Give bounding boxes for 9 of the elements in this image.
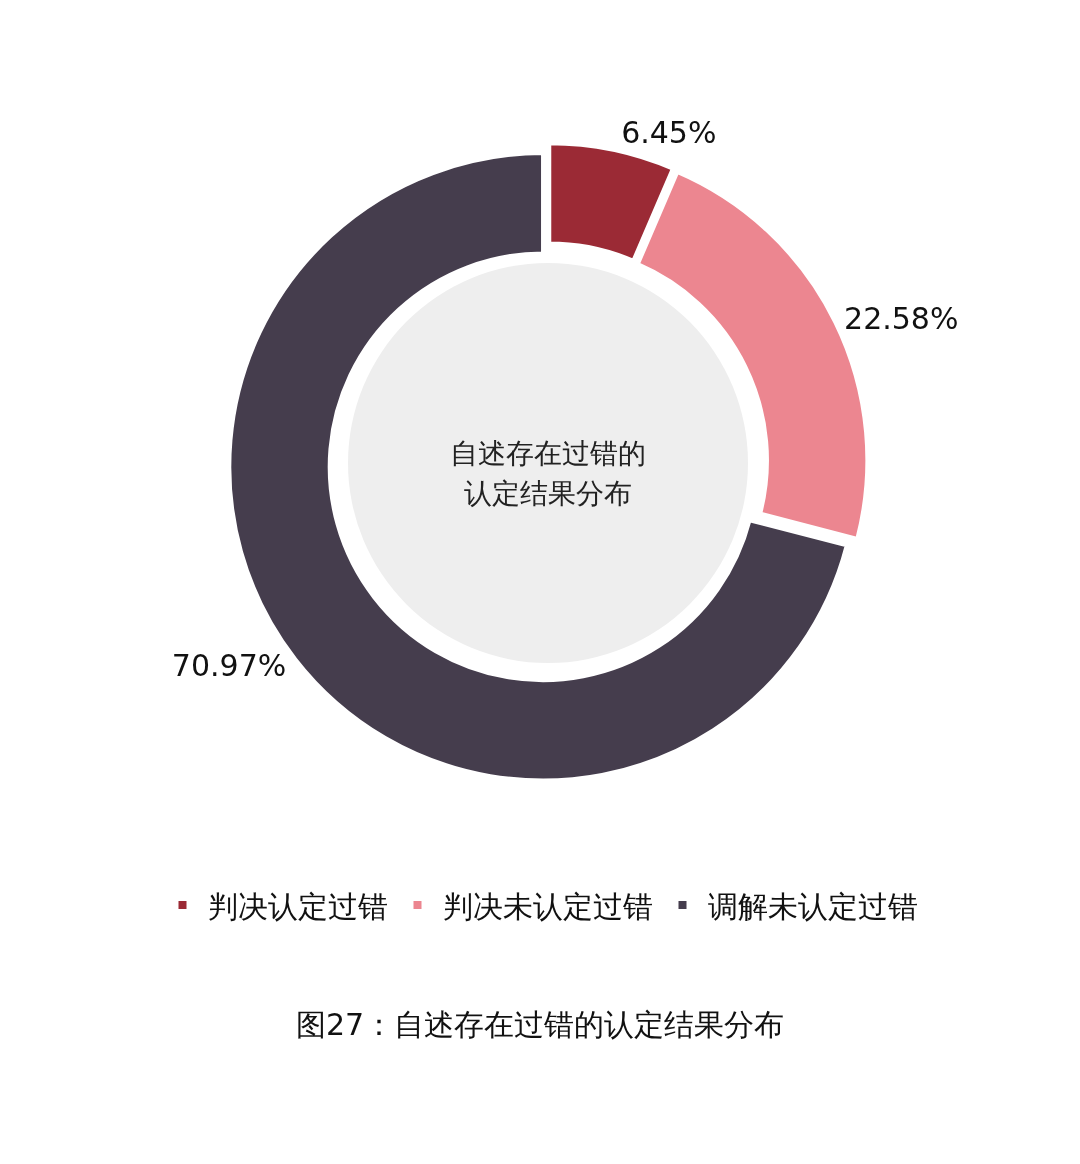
legend-label: 调解未认定过错 [707, 888, 918, 924]
text: 认定结果分布 [464, 477, 632, 510]
legend-label: 判决认定过错 [207, 888, 388, 924]
caption: 图27：自述存在过错的认定结果分布 [296, 1007, 785, 1042]
text: 自述存在过错的 [450, 436, 646, 470]
data-label: 22.58% [844, 301, 959, 337]
data-label: 70.97% [171, 647, 287, 683]
data-label: 6.45% [621, 115, 717, 151]
legend-label: 判决未认定过错 [442, 888, 653, 924]
